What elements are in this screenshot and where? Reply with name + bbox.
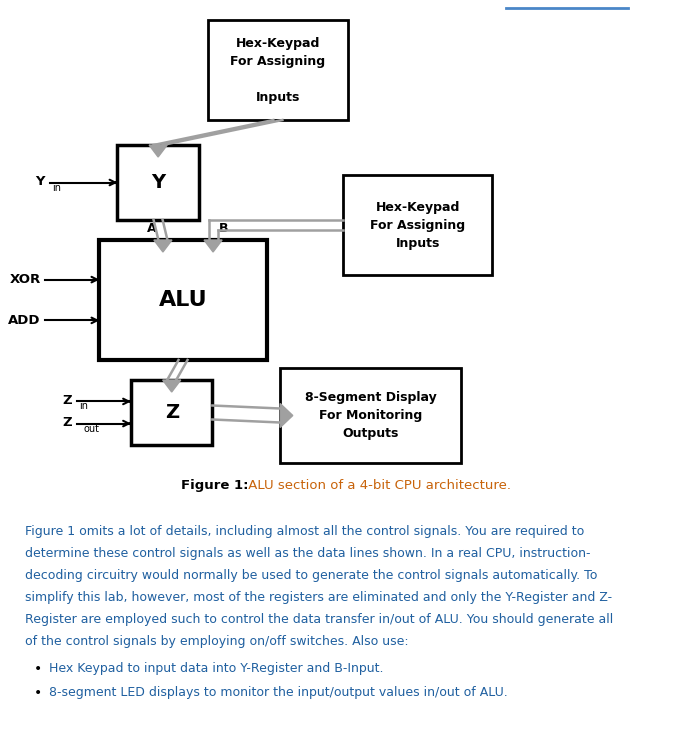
Polygon shape [204, 240, 222, 252]
Text: in: in [80, 401, 88, 412]
Text: Register are employed such to control the data transfer in/out of ALU. You shoul: Register are employed such to control th… [25, 613, 614, 626]
Text: Figure 1 omits a lot of details, including almost all the control signals. You a: Figure 1 omits a lot of details, includi… [25, 525, 584, 538]
Text: Z: Z [164, 403, 178, 422]
Text: 8-segment LED displays to monitor the input/output values in/out of ALU.: 8-segment LED displays to monitor the in… [49, 686, 508, 699]
Text: ADD: ADD [8, 314, 41, 327]
Text: •: • [34, 662, 43, 676]
Text: Hex Keypad to input data into Y-Register and B-Input.: Hex Keypad to input data into Y-Register… [49, 662, 384, 675]
Bar [118, 145, 199, 220]
Text: •: • [34, 686, 43, 700]
Text: Y: Y [36, 175, 46, 188]
Bar [99, 240, 267, 360]
Bar [208, 20, 348, 120]
Text: decoding circuitry would normally be used to generate the control signals automa: decoding circuitry would normally be use… [25, 569, 598, 582]
Text: ALU: ALU [159, 290, 207, 310]
Polygon shape [149, 145, 167, 157]
Text: XOR: XOR [9, 273, 41, 286]
Text: Hex-Keypad
For Assigning
Inputs: Hex-Keypad For Assigning Inputs [370, 201, 466, 249]
Text: B: B [219, 222, 229, 235]
Polygon shape [280, 404, 293, 428]
Polygon shape [162, 380, 181, 392]
Text: ALU section of a 4-bit CPU architecture.: ALU section of a 4-bit CPU architecture. [244, 478, 511, 492]
Bar [131, 380, 212, 445]
Text: simplify this lab, however, most of the registers are eliminated and only the Y-: simplify this lab, however, most of the … [25, 591, 612, 604]
Text: 8-Segment Display
For Monitoring
Outputs: 8-Segment Display For Monitoring Outputs [304, 391, 436, 440]
Text: Z: Z [63, 416, 72, 429]
Bar [344, 175, 493, 275]
Text: of the control signals by employing on/off switches. Also use:: of the control signals by employing on/o… [25, 635, 409, 648]
Text: out: out [83, 423, 99, 434]
Text: determine these control signals as well as the data lines shown. In a real CPU, : determine these control signals as well … [25, 547, 591, 560]
Text: Y: Y [151, 173, 165, 192]
Text: Z: Z [63, 394, 72, 407]
Text: Hex-Keypad
For Assigning

Inputs: Hex-Keypad For Assigning Inputs [230, 37, 326, 104]
Text: A: A [147, 222, 157, 235]
Text: in: in [52, 182, 62, 193]
Bar [280, 368, 461, 463]
Polygon shape [154, 240, 172, 252]
Text: Figure 1:: Figure 1: [181, 478, 248, 492]
